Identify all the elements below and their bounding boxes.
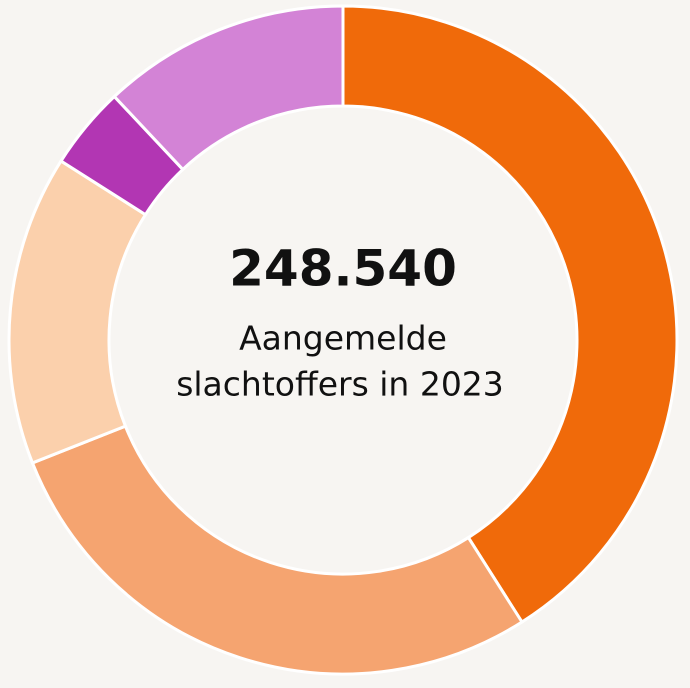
center-text: Aangemelde	[239, 319, 447, 358]
donut-segment	[341, 4, 679, 625]
donut	[7, 4, 679, 676]
center-text: slachtoffers in 2023	[176, 365, 504, 404]
donut-segment	[30, 424, 525, 676]
center-value: 248.540	[229, 240, 457, 298]
donut-segment	[112, 4, 345, 172]
